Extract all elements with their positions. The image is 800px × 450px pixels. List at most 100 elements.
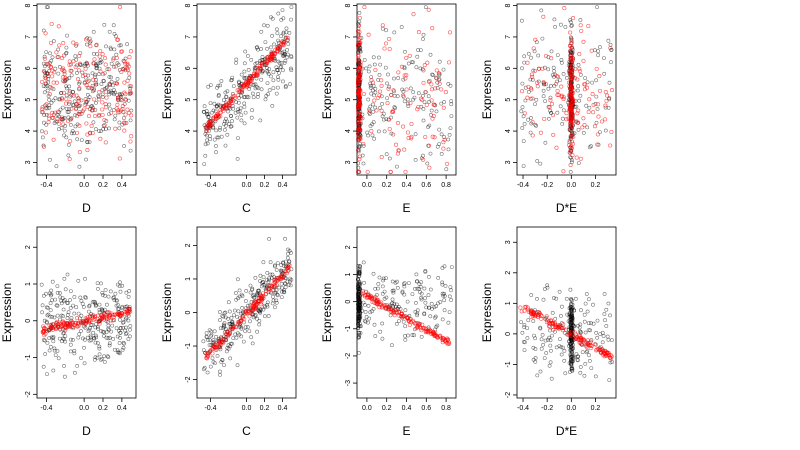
red-point xyxy=(84,61,89,66)
red-point xyxy=(116,110,121,115)
black-point xyxy=(387,84,392,89)
black-point xyxy=(285,251,290,256)
black-point xyxy=(579,308,583,313)
red-point xyxy=(117,156,122,161)
x-axis-label: D xyxy=(82,201,91,215)
black-point xyxy=(576,62,581,67)
black-point xyxy=(122,102,127,106)
red-point xyxy=(569,85,574,90)
red-point xyxy=(568,56,573,61)
red-point xyxy=(281,41,286,46)
red-point xyxy=(518,305,523,310)
black-point xyxy=(560,122,565,126)
red-point xyxy=(275,46,280,51)
black-point xyxy=(65,272,70,277)
red-point xyxy=(63,75,68,80)
red-point xyxy=(260,62,265,67)
red-point xyxy=(569,36,574,41)
black-point xyxy=(541,88,546,93)
black-point xyxy=(225,89,230,94)
black-point xyxy=(85,139,89,144)
black-point xyxy=(549,376,554,381)
black-point xyxy=(289,55,294,60)
red-point xyxy=(91,317,96,323)
black-point xyxy=(356,350,361,355)
y-tick-label: 7 xyxy=(505,35,512,39)
red-point xyxy=(82,81,87,86)
black-point xyxy=(271,294,275,299)
black-point xyxy=(539,346,544,351)
black-point xyxy=(390,297,395,302)
black-point xyxy=(245,54,250,58)
red-point xyxy=(81,107,86,112)
black-point xyxy=(40,129,44,134)
red-point xyxy=(356,97,361,103)
red-point xyxy=(74,324,80,329)
black-point xyxy=(418,48,423,53)
black-point xyxy=(406,104,411,109)
black-point xyxy=(367,64,372,69)
black-point xyxy=(425,161,430,166)
black-point xyxy=(100,292,105,297)
black-point xyxy=(376,55,381,60)
black-point xyxy=(59,91,64,95)
red-point xyxy=(569,39,574,44)
black-point xyxy=(223,123,228,128)
red-point xyxy=(569,97,574,102)
red-point xyxy=(262,62,267,67)
black-point xyxy=(64,93,69,98)
black-point xyxy=(116,62,121,67)
black-point xyxy=(267,236,272,241)
black-point xyxy=(95,341,100,345)
red-point xyxy=(541,14,546,19)
black-point xyxy=(67,142,71,147)
black-point xyxy=(533,102,537,107)
black-point xyxy=(124,121,129,125)
black-point xyxy=(399,25,404,29)
red-point xyxy=(92,97,97,102)
black-point xyxy=(235,314,239,319)
red-point xyxy=(98,136,103,141)
red-point xyxy=(47,92,52,97)
red-point xyxy=(61,78,66,83)
red-point xyxy=(356,119,361,124)
red-point xyxy=(577,66,582,71)
black-point xyxy=(90,71,95,76)
black-point xyxy=(120,283,125,288)
red-point xyxy=(82,102,87,107)
black-point xyxy=(84,157,88,162)
red-point xyxy=(420,97,425,103)
black-point xyxy=(230,119,235,123)
red-point xyxy=(597,88,602,93)
red-point xyxy=(570,130,575,135)
black-point xyxy=(75,71,79,75)
black-point xyxy=(608,313,612,318)
x-tick-label: 0.2 xyxy=(382,405,392,412)
black-point xyxy=(90,323,95,327)
red-point xyxy=(581,39,586,44)
black-point xyxy=(76,335,81,340)
black-point xyxy=(214,104,219,109)
black-point xyxy=(585,125,590,130)
plot-frame xyxy=(196,3,297,176)
black-point xyxy=(278,65,283,70)
red-point xyxy=(411,12,416,17)
black-point xyxy=(531,319,536,323)
black-point xyxy=(255,329,260,334)
red-point xyxy=(582,123,587,128)
red-point xyxy=(244,79,249,85)
black-point xyxy=(582,312,587,317)
black-point xyxy=(55,290,60,295)
red-point xyxy=(393,142,399,147)
black-point xyxy=(206,112,211,116)
black-point xyxy=(216,94,221,98)
black-point xyxy=(212,137,217,142)
black-point xyxy=(575,88,580,93)
black-point xyxy=(393,106,398,110)
red-point xyxy=(123,92,128,97)
red-point xyxy=(357,169,362,174)
red-point xyxy=(59,56,65,61)
red-point xyxy=(409,121,414,127)
red-point xyxy=(115,97,121,102)
black-point xyxy=(357,19,362,24)
